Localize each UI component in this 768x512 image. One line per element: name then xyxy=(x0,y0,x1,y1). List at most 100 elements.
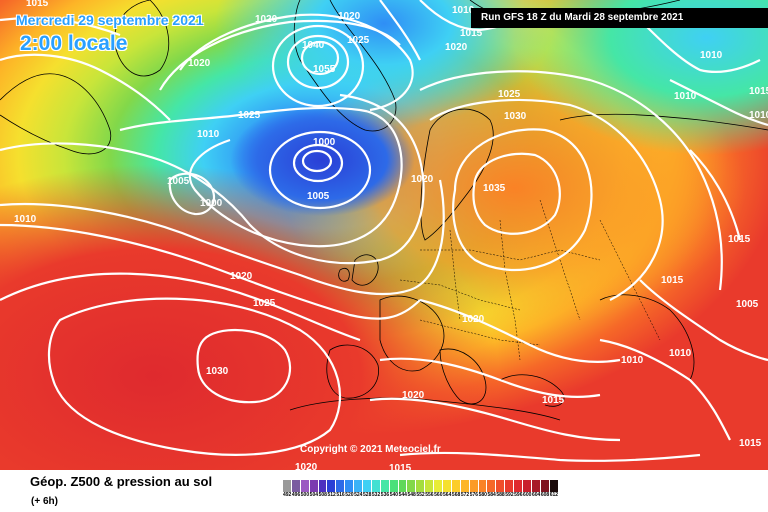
scale-label: 576 xyxy=(469,492,479,498)
isobar-label: 1015 xyxy=(389,463,412,470)
legend-footer: Géop. Z500 & pression au sol (+ 6h) 492 4… xyxy=(0,470,768,512)
scale-swatch xyxy=(469,480,479,492)
scale-label: 512 xyxy=(327,492,336,498)
scale-swatch xyxy=(354,480,364,492)
scale-swatch xyxy=(380,480,390,492)
isobar-label: 1020 xyxy=(462,314,485,325)
isobar-label: 1010 xyxy=(14,214,37,225)
forecast-lead-time: (+ 6h) xyxy=(31,496,58,507)
scale-label: 536 xyxy=(380,492,390,498)
scale-swatch xyxy=(407,480,417,492)
isobar-label: 1010 xyxy=(749,110,768,121)
isobar-label: 1015 xyxy=(542,395,565,406)
scale-label: 496 xyxy=(291,492,301,498)
isobar-label: 1000 xyxy=(313,137,336,148)
isobar-label: 1015 xyxy=(728,234,751,245)
scale-label: 580 xyxy=(478,492,487,498)
isobar-label: 1015 xyxy=(661,275,684,286)
isobar-label: 1005 xyxy=(167,176,190,187)
scale-label: 568 xyxy=(451,492,461,498)
model-run-label: Run GFS 18 Z du Mardi 28 septembre 2021 xyxy=(471,8,768,28)
scale-label: 532 xyxy=(371,492,381,498)
isobar-label: 1025 xyxy=(253,298,276,309)
isobar-label: 1035 xyxy=(483,183,506,194)
scale-label: 548 xyxy=(407,492,416,498)
z500-low-core xyxy=(0,0,768,470)
scale-swatch xyxy=(531,480,541,492)
scale-swatch xyxy=(549,480,559,492)
color-scale xyxy=(283,480,559,492)
scale-swatch xyxy=(505,480,515,492)
scale-swatch xyxy=(425,480,435,492)
scale-label: 544 xyxy=(398,492,407,498)
scale-label: 524 xyxy=(354,492,363,498)
isobar-label: 1015 xyxy=(749,86,768,97)
scale-label: 564 xyxy=(443,492,452,498)
scale-swatch xyxy=(398,480,408,492)
isobar-label: 1025 xyxy=(347,35,370,46)
scale-label: 600 xyxy=(523,492,532,498)
scale-label: 556 xyxy=(425,492,434,498)
isobar-label: 1005 xyxy=(736,299,759,310)
scale-label: 584 xyxy=(487,492,496,498)
isobar-label: 1010 xyxy=(669,348,692,359)
scale-swatch xyxy=(318,480,328,492)
scale-label: 500 xyxy=(300,492,310,498)
scale-swatch xyxy=(283,480,292,492)
copyright: Copyright © 2021 Meteociel.fr xyxy=(300,444,441,455)
scale-label: 552 xyxy=(416,492,425,498)
map-canvas: 1015 1020 1020 1025 1020 1010 1015 1040 … xyxy=(0,0,768,470)
scale-swatch xyxy=(478,480,488,492)
scale-swatch xyxy=(434,480,444,492)
isobar-label: 1020 xyxy=(230,271,253,282)
isobar-label: 1010 xyxy=(674,91,697,102)
scale-swatch xyxy=(540,480,550,492)
isobar-label: 1015 xyxy=(26,0,49,9)
isobar-label: 1020 xyxy=(445,42,468,53)
isobar-label: 1030 xyxy=(504,111,527,122)
scale-swatch xyxy=(363,480,372,492)
scale-swatch xyxy=(371,480,381,492)
isobar-label: 1020 xyxy=(338,11,361,22)
scale-swatch xyxy=(336,480,346,492)
scale-label: 612 xyxy=(549,492,559,498)
scale-label: 560 xyxy=(434,492,443,498)
country-borders xyxy=(399,199,661,361)
forecast-date: Mercredi 29 septembre 2021 xyxy=(16,12,204,28)
isobar-label: 1010 xyxy=(197,129,220,140)
scale-swatch xyxy=(345,480,355,492)
isobar-label: 1005 xyxy=(307,191,330,202)
isobar-label: 1020 xyxy=(402,390,425,401)
scale-swatch xyxy=(487,480,497,492)
map-title: Géop. Z500 & pression au sol xyxy=(30,474,213,489)
scale-swatch xyxy=(300,480,310,492)
isobar-label: 1020 xyxy=(295,462,318,470)
color-scale-labels: 492 496 500 504 508 512 516 520 524 528 532 536 540 5… xyxy=(283,492,559,498)
isobar-label: 1055 xyxy=(313,64,336,75)
isobar-label: 1015 xyxy=(739,438,762,449)
isobar-label: 1020 xyxy=(255,14,278,25)
scale-swatch xyxy=(514,480,524,492)
scale-label: 520 xyxy=(345,492,354,498)
scale-swatch xyxy=(291,480,301,492)
scale-label: 492 xyxy=(283,492,292,498)
scale-label: 540 xyxy=(389,492,399,498)
isobar-label: 1010 xyxy=(700,50,723,61)
scale-swatch xyxy=(451,480,461,492)
isobar-label: 1025 xyxy=(498,89,521,100)
scale-label: 572 xyxy=(460,492,470,498)
scale-swatch xyxy=(496,480,506,492)
scale-label: 604 xyxy=(531,492,541,498)
scale-label: 608 xyxy=(540,492,550,498)
isobar-label: 1020 xyxy=(411,174,434,185)
scale-label: 528 xyxy=(363,492,372,498)
scale-swatch xyxy=(416,480,426,492)
scale-label: 592 xyxy=(505,492,514,498)
isobar-label: 1020 xyxy=(188,58,211,69)
scale-label: 588 xyxy=(496,492,505,498)
scale-swatch xyxy=(523,480,532,492)
isobar-label: 1015 xyxy=(460,28,483,39)
isobars xyxy=(0,0,768,461)
scale-label: 508 xyxy=(318,492,327,498)
isobar-labels: 1015 1020 1020 1025 1020 1010 1015 1040 … xyxy=(14,0,768,470)
